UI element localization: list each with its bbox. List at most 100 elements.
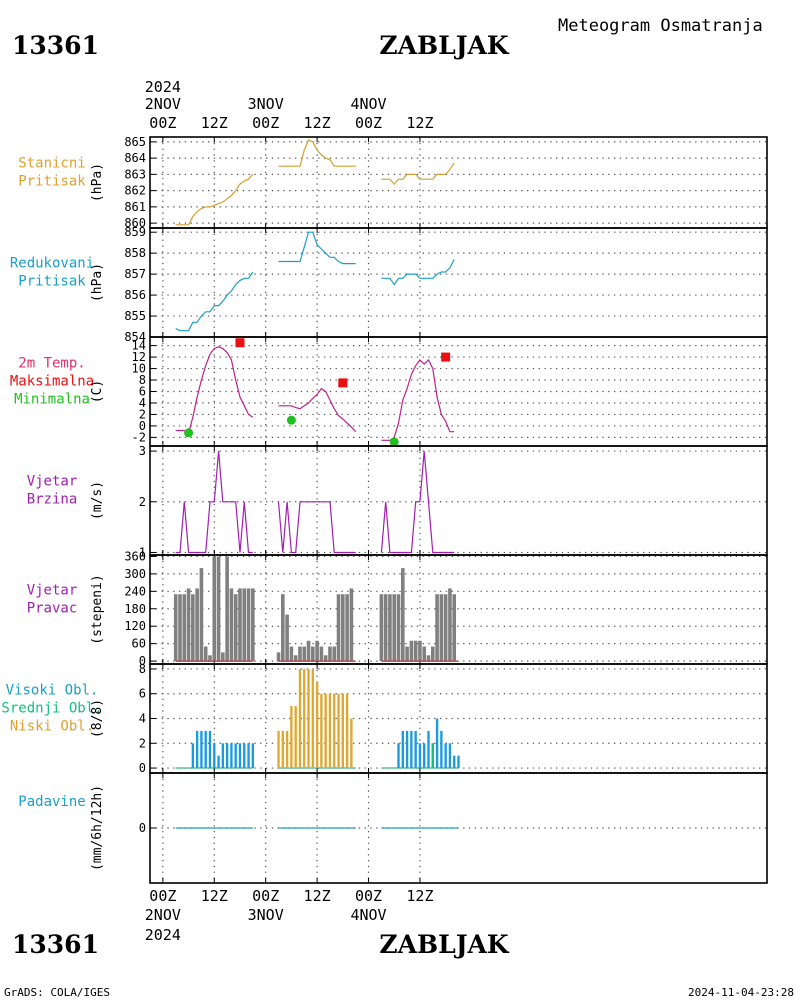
- y-tick-label: 120: [124, 619, 146, 633]
- y-tick-label: 6: [139, 687, 146, 701]
- cloud-bar: [320, 693, 323, 769]
- direction-bar: [182, 594, 187, 662]
- footer-station-id: 13361: [12, 930, 99, 959]
- cloud-bar: [285, 730, 289, 769]
- cloud-bar: [410, 730, 413, 769]
- direction-bar: [405, 646, 409, 662]
- panel-label: Vjetar: [27, 583, 78, 599]
- cloud-bar: [444, 743, 447, 769]
- cloud-bar: [440, 730, 443, 769]
- panel-label: Brzina: [27, 492, 78, 508]
- y-tick-label: 857: [124, 267, 146, 281]
- panel-label: 2m Temp.: [18, 356, 85, 372]
- bottom-date-label: 4NOV: [350, 906, 386, 924]
- direction-bar: [443, 594, 448, 662]
- panel-label: Visoki Obl.: [6, 683, 99, 699]
- direction-bar: [409, 640, 414, 662]
- y-tick-label: 6: [139, 385, 146, 399]
- top-tick-label: 00Z: [252, 114, 279, 132]
- direction-bar: [396, 594, 401, 662]
- y-tick-label: 360: [124, 549, 146, 563]
- series-line: [175, 271, 254, 332]
- cloud-bar: [247, 743, 250, 769]
- y-tick-label: 856: [124, 288, 146, 302]
- top-tick-label: 12Z: [406, 114, 433, 132]
- cloud-bar: [397, 743, 400, 769]
- cloud-bar: [423, 743, 426, 769]
- direction-bar: [422, 646, 427, 662]
- y-tick-label: 0: [139, 761, 146, 775]
- y-tick-label: 861: [124, 200, 146, 214]
- series-line: [175, 173, 254, 226]
- series-line: [381, 162, 455, 186]
- max-temp-marker: [235, 338, 245, 348]
- panel-label: Minimalna: [14, 392, 90, 408]
- direction-bar: [289, 646, 294, 662]
- direction-bar: [276, 652, 281, 662]
- direction-bar: [225, 556, 229, 662]
- direction-bar: [430, 646, 435, 662]
- cloud-bar: [324, 693, 327, 769]
- cloud-bar: [200, 730, 203, 769]
- min-temp-marker: [184, 428, 194, 438]
- cloud-bar: [307, 668, 310, 769]
- panel-5: 0 2 4 6 8 Visoki Obl. Srednji Obl. Niski Obl.(8…: [1, 662, 768, 775]
- bottom-tick-label: 00Z: [149, 887, 176, 905]
- cloud-bar: [290, 706, 293, 769]
- panel-6: 0 Padavine (mm/6h/12h): [18, 772, 768, 884]
- direction-bar: [191, 594, 195, 662]
- direction-bar: [439, 594, 444, 662]
- cloud-bar: [243, 743, 246, 769]
- y-tick-label: 8: [139, 662, 146, 676]
- cloud-bar: [401, 730, 404, 769]
- min-temp-marker: [389, 437, 399, 447]
- y-tick-label: 4: [139, 396, 146, 410]
- direction-bar: [400, 568, 405, 662]
- station-id: 13361: [12, 31, 99, 60]
- timestamp-text: 2024-11-04-23:28: [688, 986, 794, 999]
- station-name: ZABLJAK: [379, 31, 510, 60]
- bottom-tick-label: 12Z: [201, 887, 228, 905]
- panel-label: Stanicni: [18, 156, 85, 172]
- cloud-bar: [337, 693, 340, 769]
- panel-4: 0 60 120 180 240 300 360 Vjetar Pravac (stepeni): [27, 549, 768, 668]
- direction-bar: [216, 556, 221, 662]
- y-tick-label: 864: [124, 151, 146, 165]
- y-tick-label: 863: [124, 167, 146, 181]
- direction-bar: [435, 594, 439, 662]
- direction-bar: [186, 588, 191, 662]
- cloud-bar: [191, 743, 195, 769]
- cloud-bar: [418, 743, 422, 769]
- direction-bar: [323, 655, 328, 662]
- cloud-bar: [448, 743, 452, 769]
- y-axis-label: (m/s): [90, 481, 105, 520]
- direction-bar: [319, 646, 324, 662]
- direction-bar: [413, 640, 418, 662]
- cloud-bar: [230, 743, 233, 769]
- footer-station-name: ZABLJAK: [379, 930, 510, 959]
- cloud-bar: [333, 693, 336, 769]
- series-line: [278, 387, 357, 433]
- direction-bar: [452, 594, 457, 662]
- y-axis-label: (hPa): [90, 163, 105, 202]
- y-tick-label: 860: [124, 216, 146, 230]
- y-tick-label: 858: [124, 246, 146, 260]
- y-tick-label: 2: [139, 736, 146, 750]
- cloud-bar: [195, 730, 199, 769]
- y-tick-label: 859: [124, 225, 146, 239]
- panel-label: Srednji Obl.: [1, 701, 102, 717]
- top-tick-label: 00Z: [355, 114, 382, 132]
- cloud-bar: [303, 668, 306, 769]
- y-tick-label: 60: [132, 637, 146, 651]
- y-tick-label: 0: [139, 821, 146, 835]
- cloud-bar: [204, 730, 207, 769]
- series-line: [380, 451, 455, 554]
- y-axis-label: (C): [90, 380, 105, 403]
- product-title: Meteogram Osmatranja: [558, 16, 763, 36]
- direction-bar: [178, 594, 182, 662]
- direction-bar: [298, 646, 302, 662]
- y-tick-label: 855: [124, 309, 146, 323]
- y-tick-label: 180: [124, 602, 146, 616]
